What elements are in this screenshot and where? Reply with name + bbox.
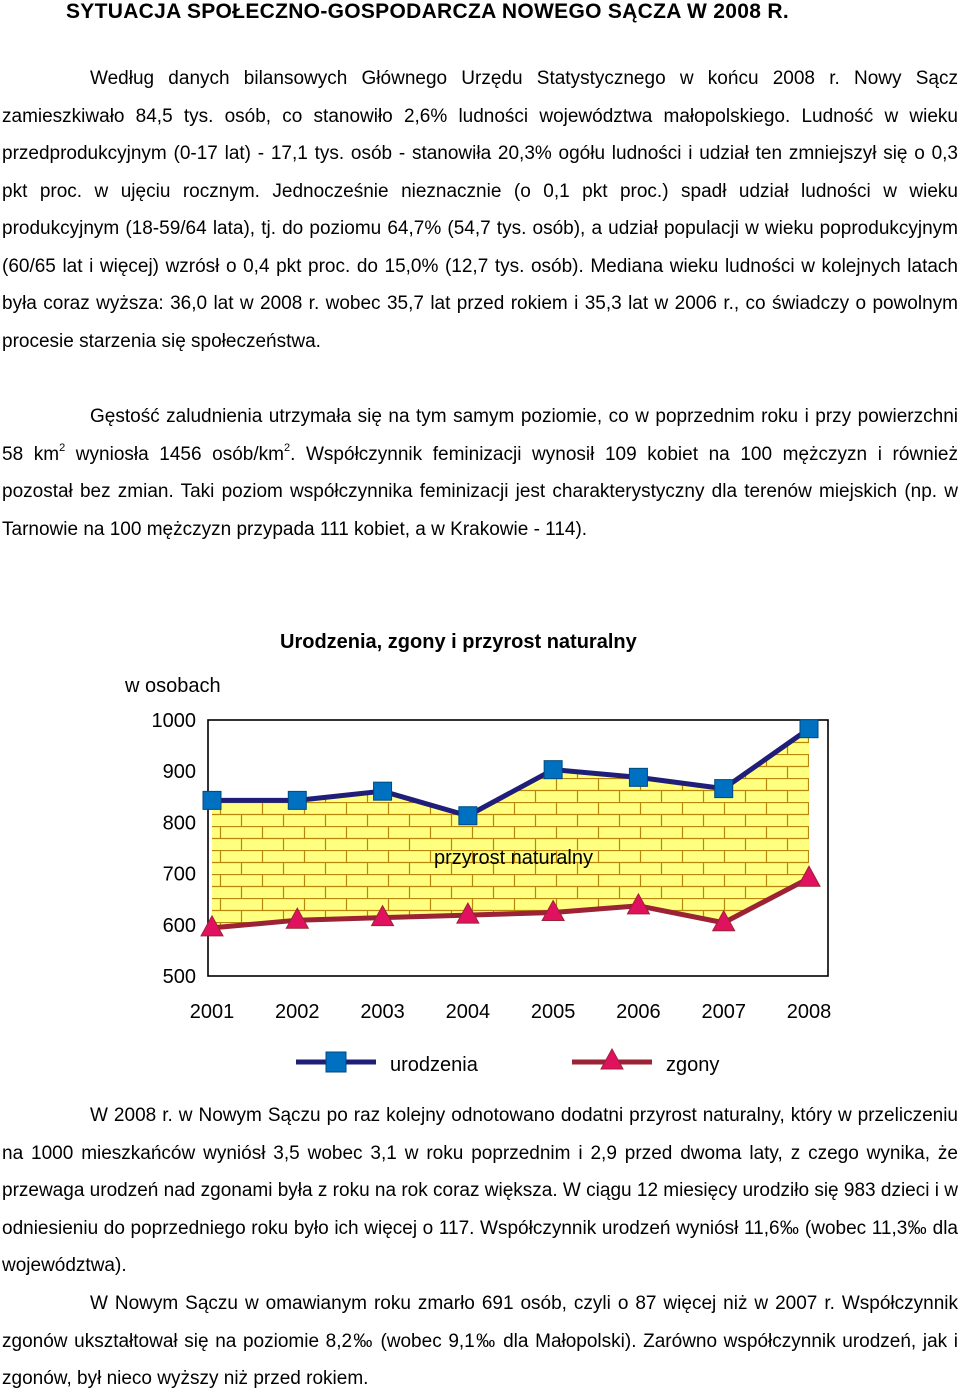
data-point-zgony <box>626 892 651 915</box>
y-tick-label: 500 <box>163 966 196 988</box>
density-text-a: Gęstość zaludnienia utrzymała się na tym… <box>2 406 958 465</box>
y-tick-label: 800 <box>163 812 196 834</box>
y-axis-label: w osobach <box>124 675 221 697</box>
data-point-urodzenia <box>543 760 563 780</box>
y-tick-label: 600 <box>163 915 196 937</box>
data-point-urodzenia <box>714 779 734 799</box>
legend-urodzenia-marker <box>325 1051 347 1073</box>
data-point-zgony <box>285 907 310 929</box>
paragraph-births: W 2008 r. w Nowym Sączu po raz kolejny o… <box>2 1105 958 1276</box>
density-text-c: . Współczynnik feminizacji wynosił 109 k… <box>2 443 958 540</box>
data-point-zgony <box>370 904 395 927</box>
natural-increase-label: przyrost naturalny <box>434 847 593 869</box>
births-deaths-chart: Urodzenia, zgony i przyrost naturalny w … <box>124 631 832 1076</box>
superscript: 2 <box>283 441 291 454</box>
density-text-b: wyniosła 1456 osób/km <box>65 443 284 465</box>
page-title: SYTUACJA SPOŁECZNO-GOSPODARCZA NOWEGO SĄ… <box>66 0 789 23</box>
data-point-urodzenia <box>373 781 393 801</box>
x-tick-label: 2003 <box>360 1001 405 1023</box>
superscript: 2 <box>59 441 66 454</box>
legend: urodzenia zgony <box>296 1047 719 1076</box>
legend-zgony-marker <box>600 1047 624 1070</box>
natural-increase-area <box>212 728 809 928</box>
x-tick-label: 2005 <box>531 1001 576 1023</box>
x-tick-label: 2004 <box>446 1001 491 1023</box>
x-tick-label: 2007 <box>701 1001 746 1023</box>
paragraph-density: Gęstość zaludnienia utrzymała się na tym… <box>2 398 958 548</box>
x-tick-label: 2006 <box>616 1001 661 1023</box>
data-point-zgony <box>711 909 736 932</box>
data-point-zgony <box>200 914 224 937</box>
legend-urodzenia-label: urodzenia <box>390 1054 479 1076</box>
legend-zgony-label: zgony <box>666 1054 719 1076</box>
series-line-urodzenia <box>212 726 811 819</box>
y-tick-label: 900 <box>163 761 196 783</box>
y-tick-label: 1000 <box>152 710 197 732</box>
x-tick-label: 2001 <box>190 1001 235 1023</box>
paragraph-deaths: W Nowym Sączu w omawianym roku zmarło 69… <box>2 1293 958 1389</box>
series-line-zgony <box>211 875 811 931</box>
data-point-zgony <box>797 865 821 887</box>
data-point-urodzenia <box>628 767 648 787</box>
data-point-urodzenia <box>202 790 222 810</box>
y-tick-label: 700 <box>163 864 196 886</box>
x-tick-label: 2002 <box>275 1001 320 1023</box>
data-point-urodzenia <box>458 806 478 826</box>
data-point-zgony <box>456 902 480 924</box>
x-tick-label: 2008 <box>787 1001 832 1023</box>
paragraph-population: Według danych bilansowych Głównego Urzęd… <box>2 68 958 352</box>
data-point-urodzenia <box>799 719 819 739</box>
data-point-zgony <box>541 899 565 922</box>
chart-title: Urodzenia, zgony i przyrost naturalny <box>280 631 638 653</box>
data-point-urodzenia <box>287 790 307 810</box>
